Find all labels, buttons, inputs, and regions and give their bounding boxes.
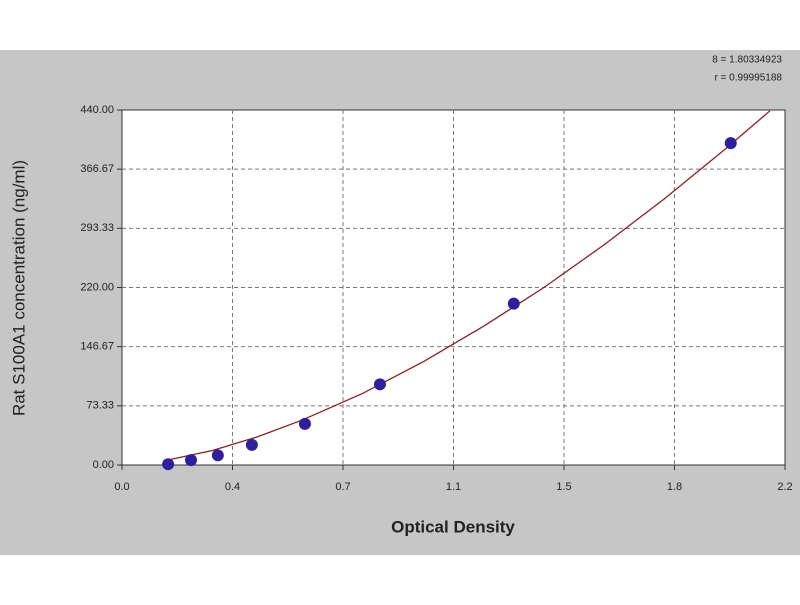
fit-curve: [167, 110, 771, 461]
annotation: 8 = 1.80334923: [712, 55, 782, 66]
data-point: [507, 297, 520, 310]
x-tick-label: 1.1: [446, 481, 461, 493]
y-tick-label: 440.00: [80, 104, 114, 116]
x-tick-label: 1.8: [667, 481, 682, 493]
y-tick-label: 366.67: [80, 163, 114, 175]
data-point: [298, 417, 311, 430]
data-point: [245, 438, 258, 451]
annotation: r = 0.99995188: [714, 73, 782, 84]
x-tick-label: 0.0: [114, 481, 129, 493]
y-tick-label: 0.00: [93, 459, 114, 471]
x-tick-label: 1.5: [556, 481, 571, 493]
data-point: [185, 454, 198, 467]
data-point: [211, 449, 224, 462]
data-point: [162, 458, 175, 471]
x-tick-label: 2.2: [777, 481, 792, 493]
x-axis-label: Optical Density: [391, 517, 515, 536]
data-point: [373, 378, 386, 391]
y-tick-label: 146.67: [80, 341, 114, 353]
y-axis-label: Rat S100A1 concentration (ng/ml): [9, 160, 28, 416]
data-point: [724, 137, 737, 150]
y-tick-label: 73.33: [86, 400, 114, 412]
y-tick-label: 220.00: [80, 281, 114, 293]
x-tick-label: 0.7: [335, 481, 350, 493]
x-tick-label: 0.4: [225, 481, 240, 493]
y-tick-label: 293.33: [80, 222, 114, 234]
